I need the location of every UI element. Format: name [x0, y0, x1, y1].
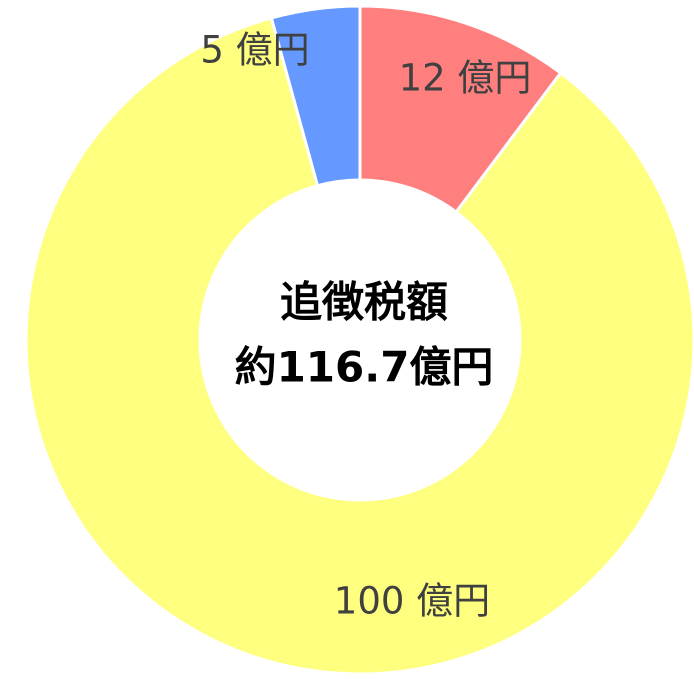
- data-label: 100 億円: [334, 580, 490, 623]
- data-label: 5 億円: [200, 29, 309, 72]
- center-title: 追徴税額: [280, 278, 448, 327]
- donut-segment: [269, 4, 362, 188]
- donut-segment: [24, 16, 694, 676]
- data-label: 12 億円: [399, 57, 532, 100]
- center-total: 約116.7億円: [235, 343, 494, 392]
- donut-segment: [358, 4, 563, 215]
